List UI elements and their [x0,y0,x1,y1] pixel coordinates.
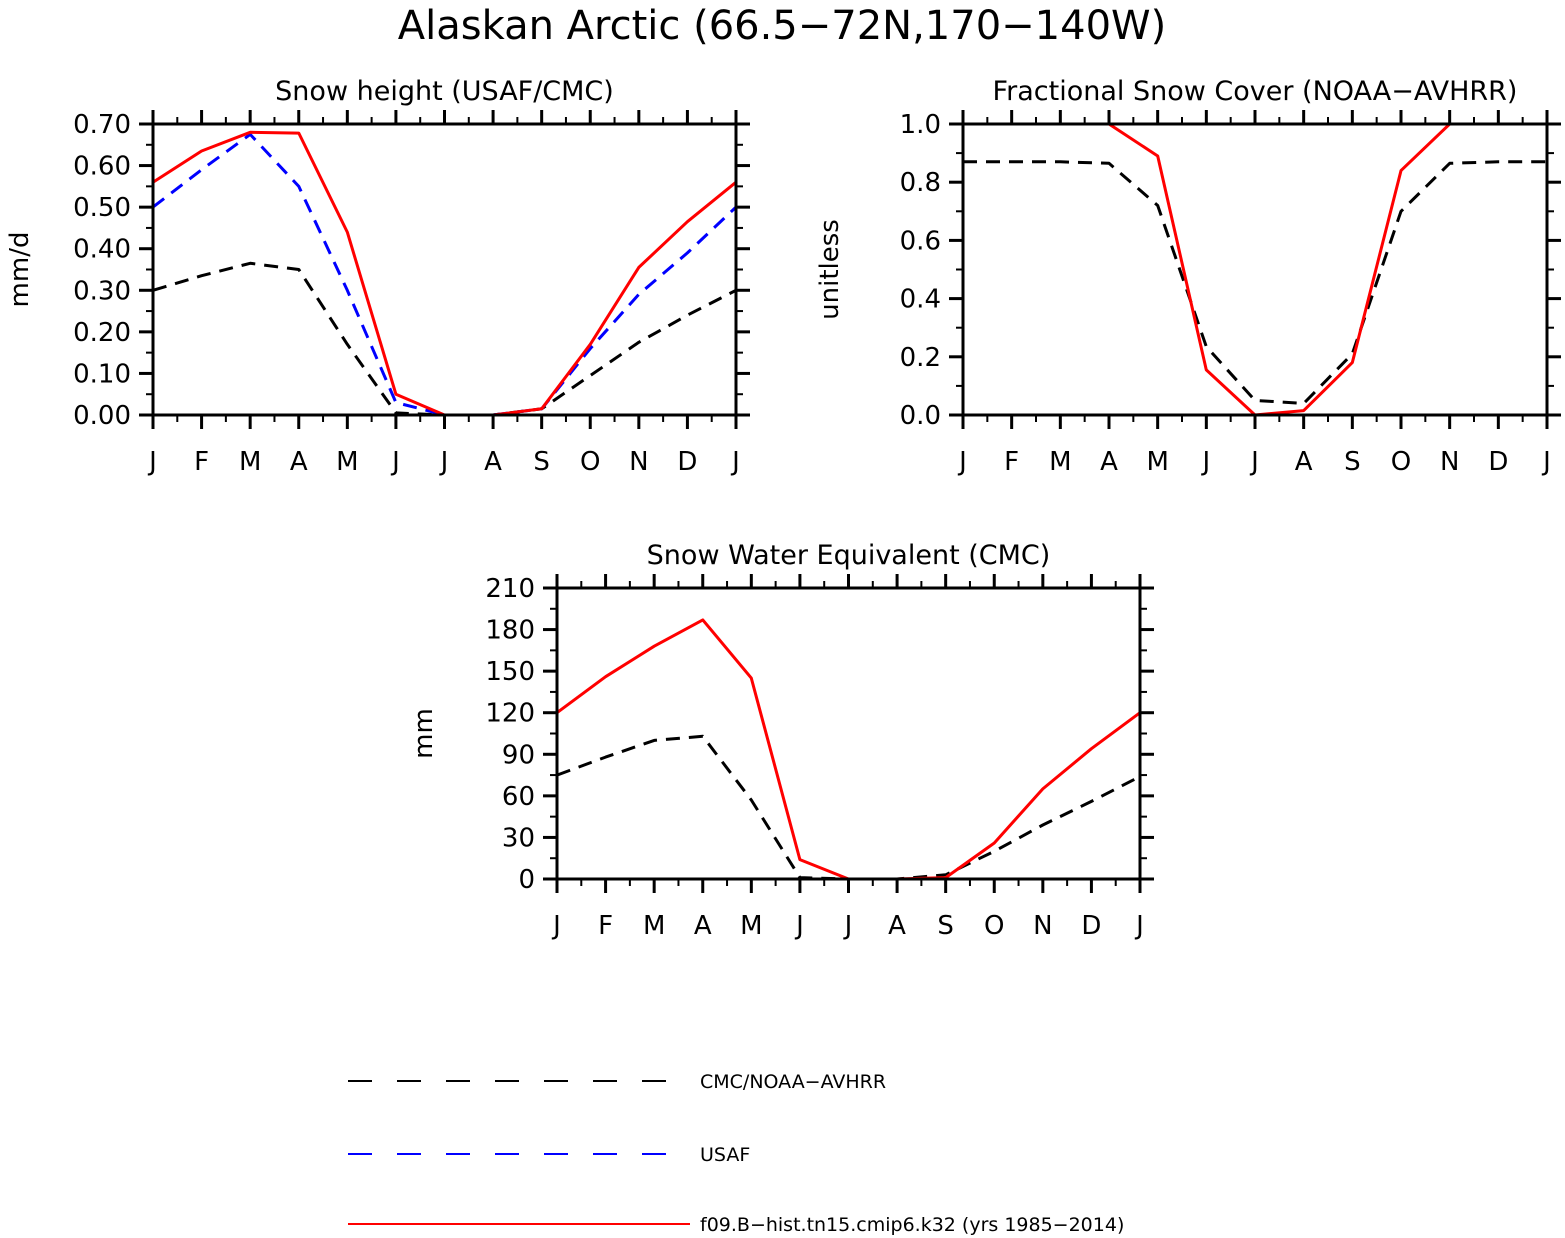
legend-label-2: USAF [700,1144,750,1166]
x-tick-label: N [1033,911,1052,941]
y-tick-label: 0.20 [73,318,131,348]
y-tick-label: 210 [485,574,535,604]
y-tick-label: 0.40 [73,235,131,265]
y-tick-label: 0 [518,865,535,895]
y-tick-label: 0.4 [900,285,941,315]
x-tick-label: M [1049,447,1071,477]
x-tick-label: J [1200,447,1210,477]
x-tick-label: A [888,911,906,941]
x-tick-label: J [957,447,967,477]
y-tick-label: 0.0 [900,401,941,431]
x-tick-label: M [239,447,261,477]
x-tick-label: O [984,911,1004,941]
panel-title: Snow Water Equivalent (CMC) [647,540,1051,571]
x-tick-label: F [194,447,209,477]
plot-frame [961,122,1549,417]
x-tick-label: O [1391,447,1411,477]
panel-title: Snow height (USAF/CMC) [275,76,614,107]
series-line-1 [963,160,1547,405]
y-tick-label: 0.10 [73,359,131,389]
x-tick-label: F [598,911,613,941]
x-tick-label: J [1249,447,1259,477]
y-axis-label: mm/d [5,232,35,308]
x-tick-label: J [843,911,853,941]
y-tick-label: 0.6 [900,226,941,256]
y-tick-label: 60 [502,782,535,812]
x-tick-label: J [390,447,400,477]
y-tick-label: 1.0 [900,110,941,140]
y-tick-label: 90 [502,740,535,770]
x-tick-label: A [484,447,502,477]
x-tick-label: A [290,447,308,477]
series-line-2 [556,618,1141,881]
x-tick-label: J [147,447,157,477]
y-axis-label: mm [409,708,439,759]
y-tick-label: 0.30 [73,276,131,306]
x-tick-label: J [439,447,449,477]
x-tick-label: J [1541,447,1551,477]
x-tick-label: D [677,447,697,477]
series-line-2 [963,122,1547,417]
chart-panel-3: Snow Water Equivalent (CMC)J F M A M J J A S O N D J… [409,540,1154,941]
series-line-2 [152,132,738,417]
x-tick-label: N [629,447,648,477]
x-tick-label: J [551,911,561,941]
x-tick-label: J [1134,911,1144,941]
x-tick-label: J [730,447,740,477]
x-tick-label: A [1100,447,1118,477]
chart-panels: Snow height (USAF/CMC)J F M A M J J A S O N D J0.000… [5,76,1561,941]
y-axis-label: unitless [815,219,845,320]
x-tick-label: M [740,911,762,941]
x-tick-label: M [643,911,665,941]
figure-title: Alaskan Arctic (66.5−72N,170−140W) [398,3,1166,49]
x-tick-label: N [1440,447,1459,477]
x-tick-label: S [937,911,954,941]
y-tick-label: 180 [485,616,535,646]
x-tick-label: A [1295,447,1313,477]
y-tick-label: 0.8 [900,168,941,198]
x-tick-label: O [580,447,600,477]
plot-frame [555,586,1142,881]
legend-label-3: f09.B−hist.tn15.cmip6.k32 (yrs 1985−2014… [700,1214,1124,1236]
y-tick-label: 0.00 [73,401,131,431]
y-tick-label: 0.2 [900,343,941,373]
y-tick-label: 120 [485,699,535,729]
y-tick-label: 30 [502,823,535,853]
chart-panel-2: Fractional Snow Cover (NOAA−AVHRR)J F M A M J… [815,76,1561,477]
x-tick-label: S [533,447,550,477]
y-tick-label: 0.50 [73,193,131,223]
x-tick-label: A [694,911,712,941]
x-tick-label: J [794,911,804,941]
x-tick-label: M [1146,447,1168,477]
y-tick-label: 0.70 [73,110,131,140]
x-tick-label: D [1081,911,1101,941]
x-tick-label: D [1488,447,1508,477]
panel-title: Fractional Snow Cover (NOAA−AVHRR) [993,76,1518,107]
series-line-3 [152,130,737,417]
y-tick-label: 150 [485,657,535,687]
x-tick-label: S [1344,447,1361,477]
legend: CMC/NOAA−AVHRR USAF f09.B−hist.tn15.cmip6.… [348,1071,1124,1236]
series-line-1 [556,734,1141,881]
y-tick-label: 0.60 [73,152,131,182]
legend-label-1: CMC/NOAA−AVHRR [700,1071,886,1093]
x-tick-label: M [336,447,358,477]
x-tick-label: F [1004,447,1019,477]
chart-panel-1: Snow height (USAF/CMC)J F M A M J J A S O N D J0.000… [5,76,750,477]
plot-frame [151,122,738,417]
